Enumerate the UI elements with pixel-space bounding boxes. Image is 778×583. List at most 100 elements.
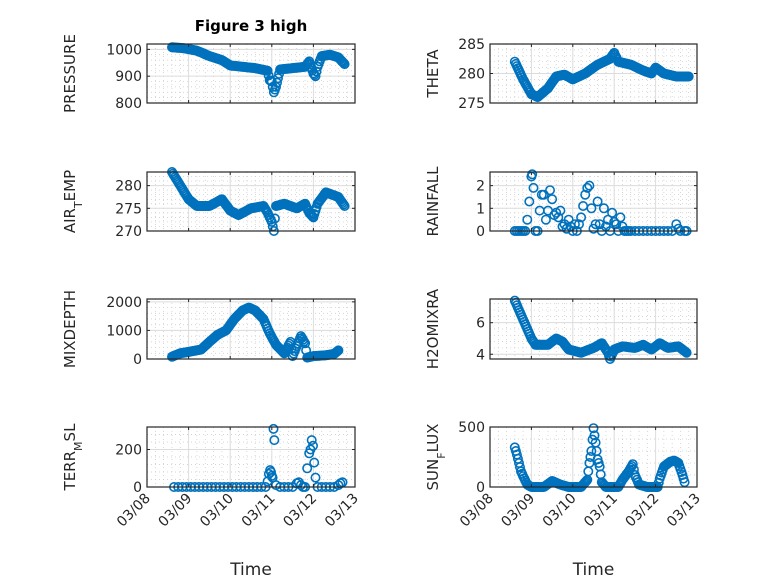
y-axis-label: PRESSURE: [61, 34, 79, 113]
y-tick-label: 285: [458, 37, 485, 53]
x-tick-label: 03/10: [197, 491, 237, 531]
data-point: [265, 466, 276, 477]
data-point: [580, 189, 591, 200]
data-point: [302, 463, 313, 474]
data-series: [167, 167, 350, 237]
y-axis-label: SUNFLUX: [424, 424, 448, 491]
axes-frame: [146, 43, 356, 104]
data-point: [615, 212, 626, 223]
subplot-h2omixra: 4 6 H2OMIXRA: [424, 288, 698, 369]
y-tick-label: 280: [458, 67, 485, 83]
x-tick-label: 03/08: [114, 491, 154, 531]
y-axis-label: MIXDEPTH: [61, 290, 79, 368]
data-point: [276, 345, 287, 356]
data-point: [627, 459, 638, 470]
x-tick-label: 03/10: [540, 491, 580, 531]
data-point: [576, 212, 587, 223]
x-tick-label: 03/11: [581, 491, 621, 531]
x-tick-label: 03/12: [623, 491, 663, 531]
y-tick-label: 2000: [106, 295, 142, 311]
x-tick-label: 03/08: [457, 491, 497, 531]
y-axis-label: H2OMIXRA: [424, 288, 442, 369]
data-series: [509, 295, 692, 364]
y-axis-label: RAINFALL: [424, 166, 442, 237]
data-point: [268, 423, 279, 434]
data-point: [307, 440, 318, 451]
data-point: [309, 457, 320, 468]
subplot-mixdepth: 0 1000 2000 MIXDEPTH: [61, 290, 356, 368]
x-tick-label: 03/13: [664, 491, 704, 531]
y-axis-label: AIRTEMP: [61, 170, 85, 233]
y-tick-label: 4: [476, 347, 485, 363]
data-point: [594, 219, 605, 230]
axes-frame: [146, 426, 356, 488]
data-point: [598, 203, 609, 214]
x-tick-label: 03/09: [156, 491, 196, 531]
data-point: [588, 423, 599, 434]
data-point: [262, 65, 273, 76]
axes-frame: [146, 171, 356, 232]
subplot-rainfall: 0 1 2 RAINFALL: [424, 166, 698, 240]
data-series: [167, 302, 344, 363]
data-point: [590, 219, 601, 230]
y-tick-label: 275: [458, 96, 485, 112]
y-tick-label: 1000: [106, 42, 142, 58]
data-point: [607, 207, 618, 218]
data-point: [307, 211, 318, 222]
data-point: [310, 472, 321, 483]
y-tick-label: 270: [115, 224, 142, 240]
data-point: [586, 445, 597, 456]
data-point: [555, 205, 566, 216]
data-point: [338, 57, 349, 68]
data-point: [553, 212, 564, 223]
data-point: [586, 203, 597, 214]
data-point: [527, 169, 538, 180]
data-point: [544, 185, 555, 196]
y-tick-label: 800: [115, 96, 142, 112]
data-point: [339, 59, 350, 70]
x-tick-label: 03/09: [498, 491, 538, 531]
subplot-terr-msl: 0 200 03/08 03/09 03/10 03/11 03/12 03/13 TERRMS…: [61, 423, 362, 580]
y-axis-label: THETA: [424, 49, 442, 99]
data-point: [573, 219, 584, 230]
subplot-sun-flux: 0 500 03/08 03/09 03/10 03/11 03/12 03/13 SUNFLU…: [424, 420, 704, 580]
y-tick-label: 500: [458, 420, 485, 436]
data-point: [683, 71, 694, 82]
y-tick-label: 2: [476, 179, 485, 195]
axes-frame: [489, 426, 698, 488]
data-point: [339, 201, 350, 212]
data-point: [580, 477, 591, 488]
figure-title: Figure 3 high: [195, 17, 308, 35]
data-point: [271, 77, 282, 88]
data-point: [524, 196, 535, 207]
subplot-pressure: 800 900 1000 PRESSURE: [61, 34, 356, 113]
data-series: [509, 47, 694, 103]
y-tick-label: 1000: [106, 323, 142, 339]
y-tick-label: 0: [476, 224, 485, 240]
axes-frame: [489, 171, 698, 232]
y-tick-label: 0: [133, 480, 142, 496]
data-point: [333, 345, 344, 356]
data-point: [679, 477, 690, 488]
y-tick-label: 1: [476, 201, 485, 217]
y-tick-label: 6: [476, 316, 485, 332]
y-axis-label: TERRMSL: [61, 423, 85, 492]
axes-frame: [489, 298, 698, 360]
x-tick-label: 03/12: [280, 491, 320, 531]
data-point: [306, 435, 317, 446]
data-point: [540, 214, 551, 225]
y-tick-label: 900: [115, 69, 142, 85]
data-point: [269, 435, 280, 446]
y-tick-label: 275: [115, 201, 142, 217]
data-point: [592, 196, 603, 207]
data-point: [547, 194, 558, 205]
x-axis-label: Time: [572, 560, 615, 580]
subplot-air-temp: 270 275 280 AIRTEMP: [61, 167, 356, 240]
data-point: [569, 219, 580, 230]
data-point: [584, 180, 595, 191]
data-point: [528, 182, 539, 193]
axes-frame: [146, 298, 356, 360]
data-point: [522, 214, 533, 225]
data-point: [300, 338, 311, 349]
